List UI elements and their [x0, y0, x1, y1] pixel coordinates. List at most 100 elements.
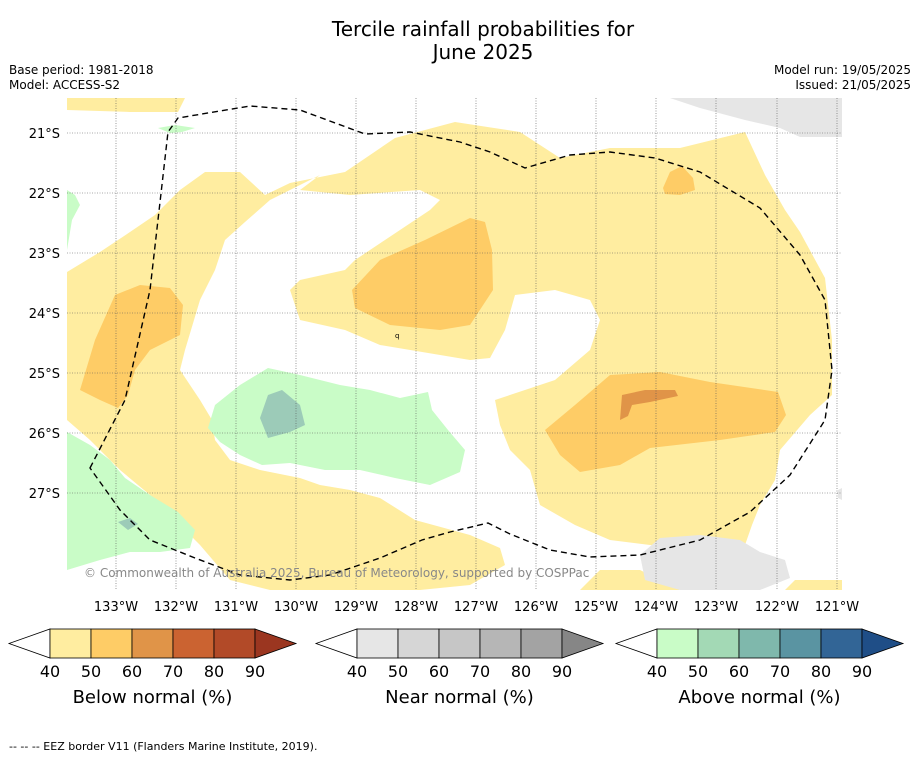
colorbar-tick-label: 60 [122, 662, 142, 681]
longitude-label: 128°W [394, 600, 438, 615]
longitude-label: 132°W [154, 600, 198, 615]
longitude-label: 127°W [454, 600, 498, 615]
colorbar-segment [820, 628, 863, 659]
longitude-label: 124°W [634, 600, 678, 615]
colorbar-extend-high [254, 628, 298, 659]
longitude-label: 121°W [815, 600, 859, 615]
colorbar-extend-low [314, 628, 358, 659]
colorbar-tick-label: 80 [811, 662, 831, 681]
colorbar-tick-label: 50 [81, 662, 101, 681]
latitude-label: 21°S [29, 127, 60, 142]
colorbar-segment [131, 628, 174, 659]
copyright-text: © Commonwealth of Australia 2025, Bureau… [84, 566, 589, 580]
above-normal-region [67, 432, 195, 570]
below-normal-60-region [663, 166, 695, 195]
colorbar-1: 40 50 60 70 80 90 Near normal (%) [314, 628, 605, 708]
latitude-label: 27°S [29, 487, 60, 502]
colorbar-segment [397, 628, 440, 659]
base-period: Base period: 1981-2018 [9, 63, 154, 77]
colorbar-segment [356, 628, 399, 659]
model-name: Model: ACCESS-S2 [9, 78, 121, 92]
colorbar-tick-label: 70 [163, 662, 183, 681]
colorbar-tick-label: 70 [770, 662, 790, 681]
longitude-label: 133°W [94, 600, 138, 615]
longitude-label: 131°W [214, 600, 258, 615]
latitude-labels: 21°S 22°S 23°S 24°S 25°S 26°S 27°S [29, 127, 60, 502]
colorbar-tick-label: 70 [470, 662, 490, 681]
below-normal-60-region [352, 218, 493, 330]
colorbar-title: Below normal (%) [73, 687, 233, 708]
latitude-label: 22°S [29, 187, 60, 202]
colorbar-segment [479, 628, 522, 659]
gridlines [67, 98, 842, 590]
colorbar-segment [172, 628, 215, 659]
colorbar-segment [213, 628, 256, 659]
colorbar-tick-label: 60 [429, 662, 449, 681]
longitude-label: 123°W [694, 600, 738, 615]
above-normal-60-region [260, 390, 305, 438]
colorbar-tick-label: 60 [729, 662, 749, 681]
colorbar-tick-label: 90 [245, 662, 265, 681]
colorbar-segment [779, 628, 822, 659]
run-info: Model run: 19/05/2025 Issued: 21/05/2025 [774, 63, 911, 93]
below-normal-region [785, 580, 842, 590]
latitude-label: 24°S [29, 307, 60, 322]
colorbar-title: Near normal (%) [385, 687, 534, 708]
below-normal-region [67, 122, 832, 590]
issued-date: Issued: 21/05/2025 [795, 78, 911, 92]
colorbar-segment [520, 628, 563, 659]
eez-border [89, 105, 833, 581]
colorbar-tick-label: 40 [40, 662, 60, 681]
colorbar-0: 40 50 60 70 80 90 Below normal (%) [7, 628, 298, 708]
below-normal-60-region [545, 372, 786, 472]
colorbar-segment [738, 628, 781, 659]
colorbar-tick-label: 80 [511, 662, 531, 681]
longitude-label: 125°W [574, 600, 618, 615]
colorbar-extend-low [7, 628, 51, 659]
colorbar-extend-high [861, 628, 905, 659]
map-mark: q [395, 332, 399, 340]
below-normal-region [67, 98, 185, 112]
longitude-label: 129°W [334, 600, 378, 615]
colorbars: 40 50 60 70 80 90 Below normal (%) 40 50 60 70 80 90… [7, 628, 905, 708]
colorbar-extend-low [614, 628, 658, 659]
colorbar-2: 40 50 60 70 80 90 Above normal (%) [614, 628, 905, 708]
latitude-label: 23°S [29, 247, 60, 262]
longitude-labels: 133°W 132°W 131°W 130°W 129°W 128°W 127°W 126°W… [94, 600, 859, 615]
latitude-label: 26°S [29, 427, 60, 442]
colorbar-segment [438, 628, 481, 659]
colorbar-tick-label: 90 [852, 662, 872, 681]
longitude-label: 130°W [274, 600, 318, 615]
above-normal-region [158, 125, 195, 133]
colorbar-extend-high [561, 628, 605, 659]
longitude-label: 122°W [755, 600, 799, 615]
below-normal-60-region [80, 285, 183, 408]
colorbar-tick-label: 90 [552, 662, 572, 681]
colorbar-segment [656, 628, 699, 659]
model-info: Base period: 1981-2018 Model: ACCESS-S2 [9, 63, 154, 93]
colorbar-tick-label: 40 [647, 662, 667, 681]
below-normal-region [580, 570, 680, 590]
eez-footnote: -- -- -- EEZ border V11 (Flanders Marine… [9, 740, 318, 753]
colorbar-tick-label: 80 [204, 662, 224, 681]
latitude-label: 25°S [29, 367, 60, 382]
longitude-label: 126°W [514, 600, 558, 615]
near-normal-region [670, 98, 842, 137]
colorbar-title: Above normal (%) [678, 687, 840, 708]
colorbar-segment [697, 628, 740, 659]
title-line-2: June 2025 [432, 40, 534, 64]
colorbar-segment [90, 628, 133, 659]
colorbar-tick-label: 50 [388, 662, 408, 681]
above-normal-60-region [118, 518, 138, 530]
below-normal-70-region [620, 390, 678, 420]
colorbar-tick-label: 40 [347, 662, 367, 681]
probability-field [67, 98, 842, 590]
colorbar-segment [49, 628, 92, 659]
near-normal-region [640, 535, 790, 590]
above-normal-region [67, 190, 80, 250]
colorbar-tick-label: 50 [688, 662, 708, 681]
map-title: Tercile rainfall probabilities for June … [0, 18, 919, 64]
near-normal-region [838, 488, 842, 500]
model-run: Model run: 19/05/2025 [773, 63, 911, 77]
